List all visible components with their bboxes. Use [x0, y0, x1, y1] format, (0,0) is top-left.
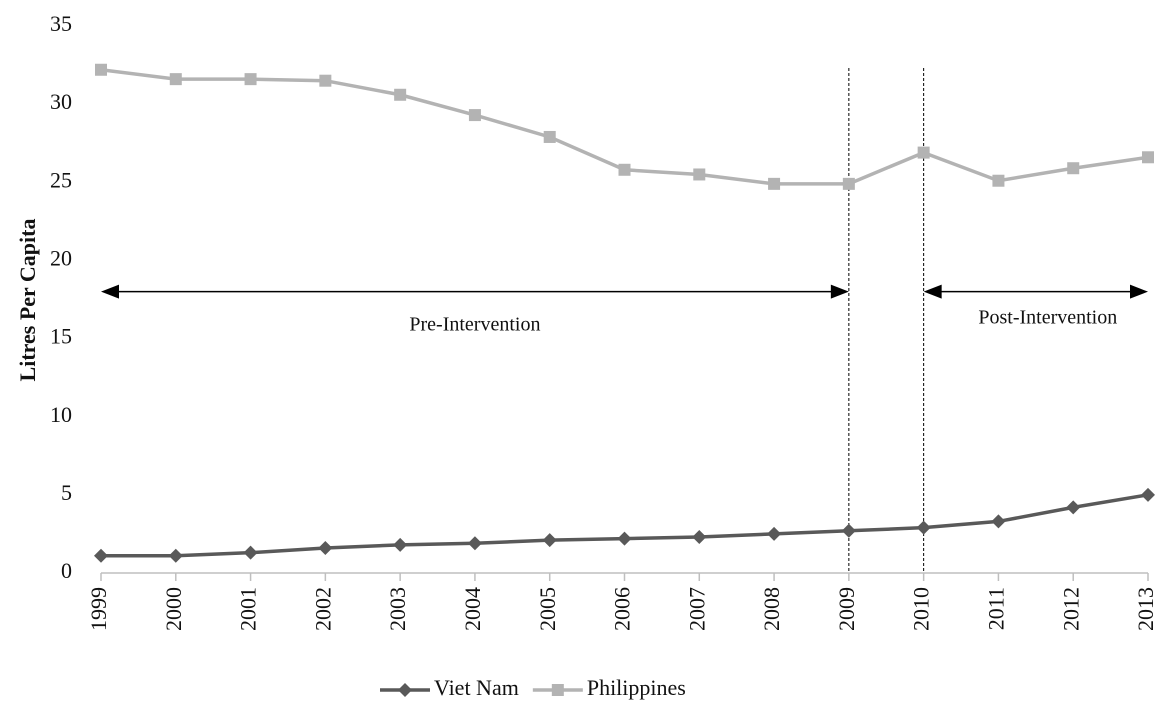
point [168, 548, 183, 563]
x-tick-label: 2003 [385, 587, 410, 631]
point [692, 530, 707, 545]
point [94, 548, 108, 563]
y-tick-label: 10 [50, 402, 72, 427]
y-tick-label: 0 [61, 558, 72, 583]
x-tick-label: 2000 [161, 587, 186, 631]
point [768, 177, 781, 190]
legend-marker [398, 683, 412, 697]
point [244, 73, 257, 86]
point [917, 146, 930, 159]
x-tick-label: 2011 [983, 587, 1008, 630]
arrow-head [1130, 284, 1148, 299]
point [542, 533, 557, 548]
x-tick-label: 1999 [86, 587, 111, 631]
point [394, 88, 407, 101]
arrow-head [101, 284, 119, 299]
y-tick-label: 20 [50, 245, 72, 270]
x-tick-label: 2013 [1133, 587, 1158, 631]
y-tick-label: 25 [50, 167, 72, 192]
point [991, 514, 1006, 529]
point [1066, 500, 1081, 515]
point [543, 130, 556, 143]
arrow-head [923, 284, 942, 299]
legend-label: Philippines [587, 675, 686, 700]
y-tick-label: 35 [50, 11, 72, 36]
point [468, 109, 481, 122]
point [1067, 162, 1080, 175]
point [767, 526, 782, 541]
legend-marker [551, 684, 564, 696]
y-tick-label: 30 [50, 89, 72, 114]
point [1141, 487, 1155, 502]
x-tick-label: 2001 [236, 587, 261, 631]
x-tick-label: 2010 [909, 587, 934, 631]
point [318, 540, 333, 555]
x-tick-label: 2002 [310, 587, 335, 631]
y-tick-label: 15 [50, 324, 72, 349]
x-tick-label: 2006 [610, 587, 635, 631]
series-line [101, 493, 1149, 558]
point [243, 545, 258, 560]
x-tick-label: 2012 [1058, 587, 1083, 631]
point [393, 537, 408, 552]
point [618, 163, 631, 176]
x-tick-label: 2009 [834, 587, 859, 631]
point [992, 174, 1005, 187]
point [467, 536, 482, 551]
point [693, 168, 706, 181]
y-axis-label: Litres Per Capita [15, 219, 40, 382]
point [169, 73, 182, 86]
point [1142, 151, 1154, 164]
point [841, 523, 856, 538]
annotation: Pre-Intervention [409, 313, 540, 335]
arrow-head [830, 284, 849, 299]
legend-label: Viet Nam [434, 675, 519, 700]
annotation: Post-Intervention [978, 306, 1117, 328]
point [617, 531, 632, 546]
point [842, 177, 855, 190]
point [916, 520, 931, 535]
y-tick-label: 5 [61, 480, 72, 505]
x-tick-label: 2007 [684, 587, 709, 631]
point [95, 63, 107, 76]
x-tick-label: 2005 [535, 587, 560, 631]
x-tick-label: 2008 [759, 587, 784, 631]
point [319, 74, 332, 87]
x-tick-label: 2004 [460, 587, 485, 631]
